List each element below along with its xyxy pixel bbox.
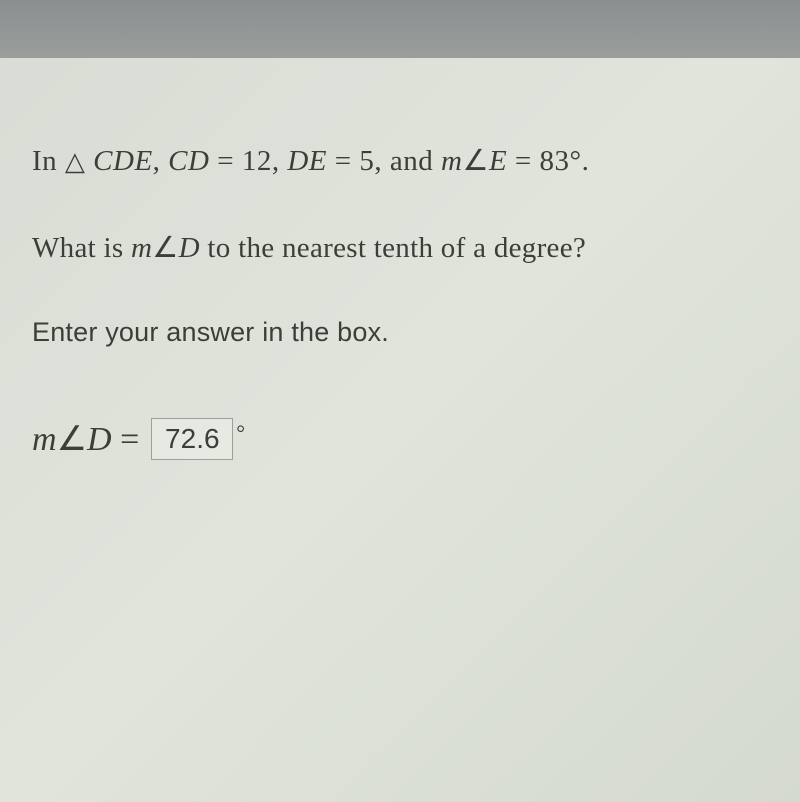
problem-prefix: In: [32, 145, 65, 177]
answer-angle-symbol: ∠: [57, 421, 87, 458]
angle-m-prefix: m: [441, 145, 462, 177]
eq3: =: [507, 145, 539, 177]
comma2: ,: [272, 145, 288, 177]
question-prefix: What is: [32, 232, 131, 264]
answer-degree: °: [236, 420, 245, 446]
content: In △ CDE, CD = 12, DE = 5, and m∠E = 83°…: [0, 58, 800, 500]
side1-value: 12: [242, 145, 272, 177]
period: .: [582, 145, 590, 177]
instruction-text: Enter your answer in the box.: [32, 317, 389, 347]
side2-name: DE: [287, 145, 327, 177]
comma1: ,: [153, 145, 169, 177]
answer-input[interactable]: [151, 418, 233, 460]
angle-value: 83: [540, 145, 570, 177]
question-angle-symbol: ∠: [152, 232, 178, 264]
instruction: Enter your answer in the box.: [32, 317, 768, 348]
angle-symbol: ∠: [462, 145, 489, 177]
problem-statement: In △ CDE, CD = 12, DE = 5, and m∠E = 83°…: [32, 143, 768, 178]
eq2: =: [327, 145, 359, 177]
top-bar: [0, 0, 800, 58]
answer-m-prefix: m: [32, 421, 57, 458]
triangle-symbol: △: [65, 147, 86, 176]
answer-angle-d: D: [87, 421, 112, 458]
question: What is m∠D to the nearest tenth of a de…: [32, 230, 768, 265]
question-angle-d: D: [179, 232, 200, 264]
side2-value: 5: [359, 145, 374, 177]
question-suffix: to the nearest tenth of a degree?: [200, 232, 586, 264]
answer-row: m∠D = °: [32, 418, 768, 460]
angle-e: E: [489, 145, 507, 177]
degree-sign: °: [570, 145, 582, 177]
eq1: =: [209, 145, 241, 177]
answer-equals: =: [112, 421, 140, 458]
question-m-prefix: m: [131, 232, 152, 264]
side1-name: CD: [168, 145, 209, 177]
triangle-name: CDE: [85, 145, 152, 177]
comma3: , and: [374, 145, 441, 177]
answer-label: m∠D =: [32, 419, 139, 459]
